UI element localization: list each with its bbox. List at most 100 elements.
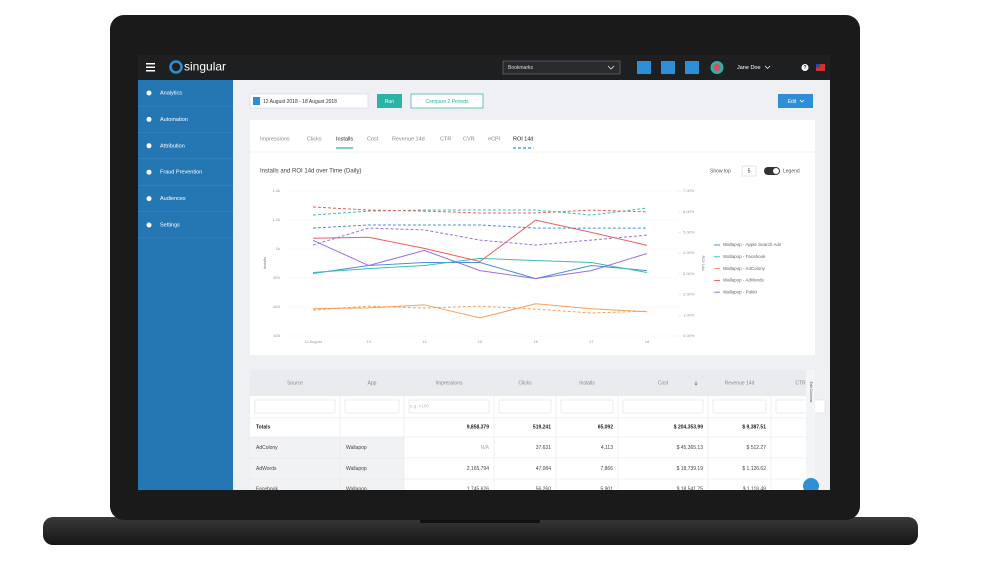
series-line-y2 (312, 207, 648, 216)
icon-button[interactable] (661, 61, 675, 74)
table-cell: 1,745,626 (467, 486, 489, 492)
bookmarks-select[interactable] (502, 60, 621, 75)
filter-input[interactable] (344, 399, 400, 414)
totals-cell: $ 9,387.51 (742, 424, 766, 430)
sidebar-icon (146, 90, 152, 96)
column-header[interactable]: App (368, 380, 377, 386)
x-tick-label: 12 August (304, 339, 323, 344)
icon-button[interactable] (637, 61, 651, 74)
filter-input[interactable] (560, 399, 614, 414)
sidebar-icon (146, 116, 152, 122)
series-line-y2 (312, 224, 647, 229)
filter-input[interactable] (498, 399, 552, 414)
filter-input[interactable] (712, 399, 767, 414)
table-cell: AdColony (256, 445, 278, 451)
series-line (312, 257, 648, 273)
y2-tick-label: 7.00% (683, 188, 695, 193)
sidebar-item[interactable]: Analytics (160, 90, 182, 96)
column-header[interactable]: Revenue 14d (725, 380, 755, 386)
date-range: 12 August 2018 - 18 August 2018 (263, 99, 337, 105)
totals-cell: $ 204,353.99 (674, 424, 703, 430)
chevron (607, 65, 615, 70)
edit-columns-strip[interactable] (806, 370, 815, 500)
show-top-input[interactable] (741, 165, 757, 177)
table-header-bg (250, 370, 815, 396)
x-tick-label: 17 (589, 339, 594, 344)
chevron (799, 99, 805, 103)
filter-input[interactable] (775, 399, 826, 414)
column-header[interactable]: Source (287, 380, 303, 386)
y-tick-label: 1.2k (272, 217, 280, 222)
tab[interactable]: Installs (336, 136, 353, 142)
table-cell: 37,631 (536, 445, 552, 451)
sidebar-item[interactable]: Fraud Prevention (160, 170, 202, 176)
legend-label[interactable]: Wallapop - AdColony (723, 266, 766, 271)
tab[interactable]: CVR (463, 136, 475, 142)
legend-toggle-label: Legend (783, 168, 800, 174)
edit-columns[interactable]: Edit Columns (809, 382, 813, 403)
chart-title: Installs and ROI 14d over Time (Daily) (260, 169, 361, 175)
tab[interactable]: Clicks (307, 136, 322, 142)
table-cell: $ 18,739.19 (677, 466, 704, 472)
flag-canton (816, 64, 820, 68)
tab[interactable]: Cost (367, 136, 379, 142)
legend-label[interactable]: Wallapop - Facebook (723, 254, 766, 259)
filter-input[interactable] (408, 399, 490, 414)
show-top-value: 5 (748, 169, 751, 175)
table-cell: $ 45,365.13 (677, 445, 704, 451)
table-cell: 4,113 (601, 445, 613, 451)
date-picker[interactable] (249, 93, 369, 109)
legend-label[interactable]: Wallapop - Apple Search Ads (723, 242, 782, 247)
series-line (312, 239, 648, 280)
chat-button[interactable] (803, 478, 819, 494)
top-bar (138, 55, 830, 80)
run-button[interactable] (377, 94, 402, 108)
y2-axis-label: ROI 14d (701, 256, 706, 271)
user-name[interactable]: Jane Doe (737, 65, 761, 71)
flag[interactable] (816, 64, 825, 71)
sidebar-item[interactable]: Audiences (160, 196, 186, 202)
column-header[interactable]: Installs (579, 380, 595, 386)
compare-button[interactable] (410, 93, 484, 109)
menu-icon[interactable] (146, 63, 155, 72)
series-line-y2 (312, 305, 648, 314)
tab[interactable]: Impressions (260, 136, 290, 142)
tab[interactable]: eCPI (488, 136, 501, 142)
column-header[interactable]: CTR (795, 380, 806, 386)
table-cell: 47,084 (536, 466, 552, 472)
table-cell: $ 512.27 (747, 445, 767, 451)
column-header[interactable]: Impressions (436, 380, 463, 386)
filter-input[interactable] (622, 399, 704, 414)
table-cell: $ 1,126.62 (742, 466, 766, 472)
edit-button[interactable] (778, 94, 813, 108)
sidebar-item[interactable]: Automation (160, 117, 188, 123)
sidebar-item[interactable]: Attribution (160, 143, 185, 149)
tab[interactable]: CTR (440, 136, 451, 142)
x-tick-label: 15 (478, 339, 483, 344)
sidebar (138, 80, 233, 490)
tab[interactable]: ROI 14d (513, 136, 533, 142)
y-axis-label: Installs (262, 257, 267, 269)
x-tick-label: 14 (422, 339, 427, 344)
sort-arrow (694, 381, 698, 386)
y2-tick-label: 4.00% (683, 250, 695, 255)
legend-label[interactable]: Wallapop - AdWords (723, 278, 765, 283)
column-header[interactable]: Clicks (518, 380, 532, 386)
series-line-y2 (312, 227, 648, 246)
tab[interactable]: Revenue 14d (392, 136, 425, 142)
toggle-knob (773, 168, 779, 174)
y-tick-label: 1k (276, 246, 280, 251)
y2-tick-label: 6.00% (683, 209, 695, 214)
y-tick-label: 400 (273, 333, 280, 338)
filter-input[interactable] (254, 399, 336, 414)
column-header[interactable]: Cost (658, 380, 669, 386)
table-cell: $ 18,541.75 (677, 486, 704, 492)
sidebar-item[interactable]: Settings (160, 222, 180, 228)
table-cell: 7,866 (600, 466, 613, 472)
icon-button[interactable] (685, 61, 699, 74)
legend-label[interactable]: Wallapop - Pokkt (723, 289, 758, 294)
table-cell: Wallapop (346, 466, 367, 472)
table-cell: $ 1,118.48 (743, 486, 766, 492)
table-cell: 5,901 (600, 486, 613, 492)
help-icon[interactable] (801, 64, 809, 71)
